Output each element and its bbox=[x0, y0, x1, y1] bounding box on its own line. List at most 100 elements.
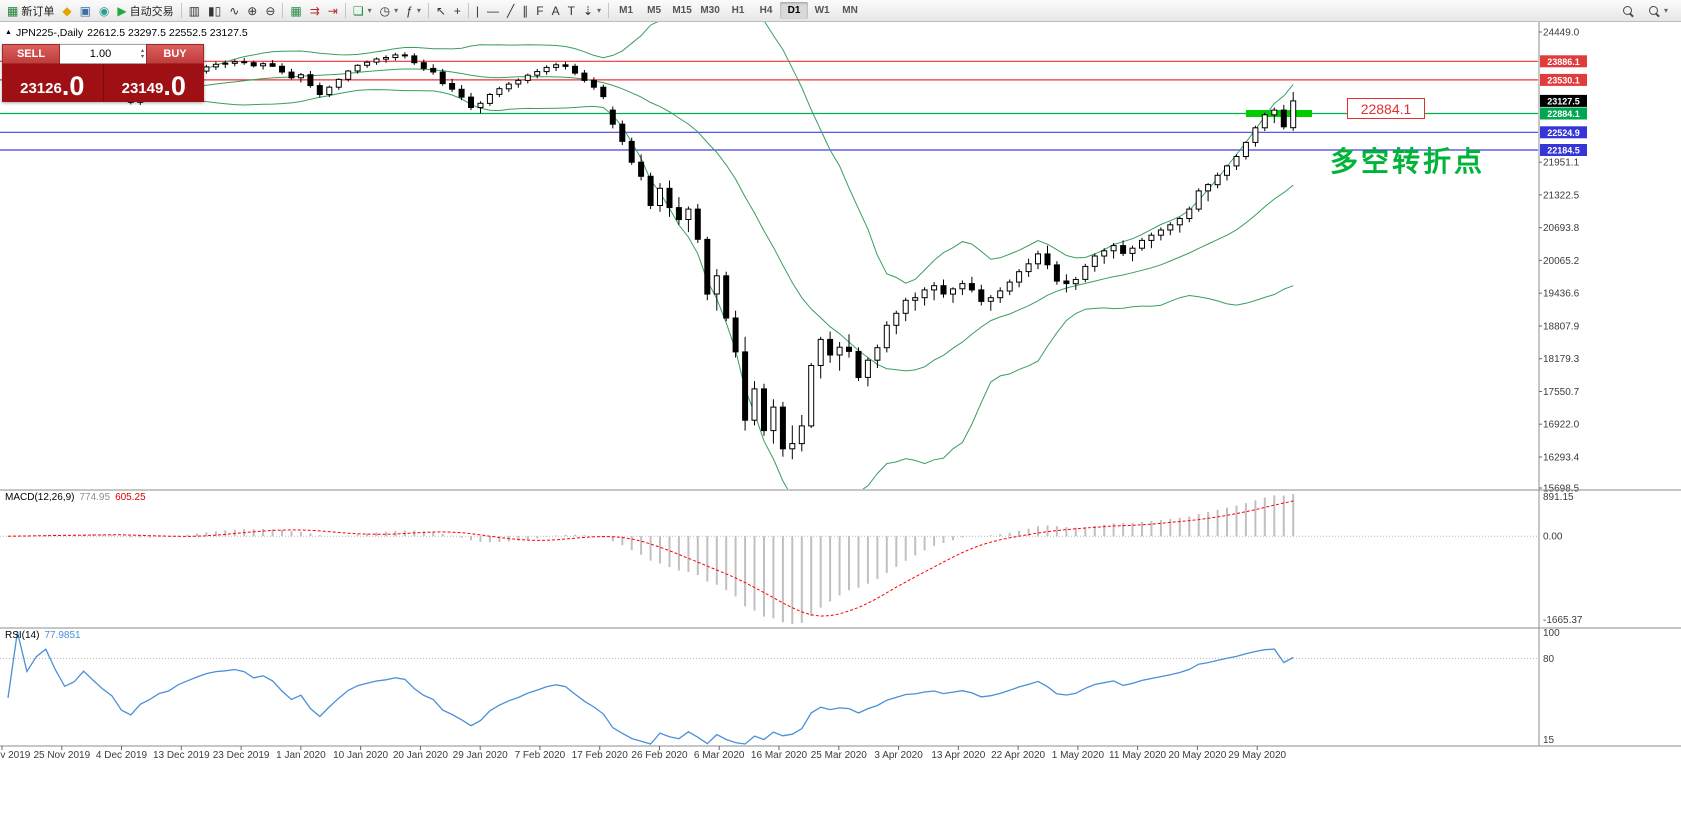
chart-symbol-period: JPN225-,Daily bbox=[16, 27, 84, 39]
svg-text:26 Feb 2020: 26 Feb 2020 bbox=[631, 750, 688, 761]
one-click-panel-toggle-icon[interactable]: ▲ bbox=[5, 29, 12, 36]
channel-icon: ∥ bbox=[522, 3, 529, 18]
rsi-name: RSI(14) bbox=[5, 630, 40, 641]
data-window-button[interactable]: ▣ bbox=[76, 2, 95, 20]
zoom-in-button[interactable]: ⊕ bbox=[243, 2, 261, 20]
horizontal-lines[interactable] bbox=[0, 60, 1538, 151]
timeframe-m5-button[interactable]: M5 bbox=[647, 5, 662, 16]
line-chart-button[interactable]: ∿ bbox=[225, 2, 243, 20]
buy-button[interactable]: BUY bbox=[146, 44, 204, 64]
new-order-button[interactable]: ▦ 新订单 bbox=[3, 2, 58, 20]
svg-text:6 Mar 2020: 6 Mar 2020 bbox=[694, 750, 745, 761]
symbols-button[interactable]: ◆ bbox=[58, 2, 75, 20]
arrows-icon: ⇣ bbox=[582, 3, 594, 18]
horizontal-line-button[interactable]: — bbox=[483, 2, 503, 20]
profiles-button[interactable]: ◷ ▾ bbox=[376, 2, 403, 20]
text-icon: A bbox=[551, 3, 560, 18]
volume-input[interactable] bbox=[60, 48, 141, 60]
svg-text:18179.3: 18179.3 bbox=[1543, 354, 1580, 365]
zoom-out-button[interactable]: ⊖ bbox=[261, 2, 279, 20]
svg-text:16922.0: 16922.0 bbox=[1543, 420, 1580, 431]
timeframe-h1-button[interactable]: H1 bbox=[731, 5, 745, 16]
sell-price[interactable]: 23126.0 bbox=[2, 64, 103, 102]
chart-title: JPN225-,Daily 22612.5 23297.5 22552.5 231… bbox=[16, 27, 252, 39]
indicators-icon: ƒ bbox=[406, 3, 413, 18]
text-label-icon: T bbox=[567, 3, 575, 18]
text-button[interactable]: A bbox=[548, 2, 564, 20]
toolbar-separator bbox=[427, 3, 429, 18]
symbol-search-button[interactable]: ▾ bbox=[1644, 2, 1672, 20]
sounds-button[interactable]: ◉ bbox=[95, 2, 113, 20]
svg-text:4 Dec 2019: 4 Dec 2019 bbox=[96, 750, 148, 761]
spinner-down-icon[interactable]: ▾ bbox=[140, 54, 144, 60]
svg-text:23 Dec 2019: 23 Dec 2019 bbox=[213, 750, 270, 761]
vertical-line-button[interactable]: | bbox=[472, 2, 483, 20]
svg-text:100: 100 bbox=[1543, 628, 1560, 639]
timeframe-d1-button[interactable]: D1 bbox=[780, 2, 809, 19]
svg-text:23127.5: 23127.5 bbox=[1547, 96, 1580, 106]
svg-text:17550.7: 17550.7 bbox=[1543, 387, 1580, 398]
svg-text:1 Jan 2020: 1 Jan 2020 bbox=[276, 750, 326, 761]
svg-text:29 May 2020: 29 May 2020 bbox=[1228, 750, 1286, 761]
svg-text:891.15: 891.15 bbox=[1543, 492, 1574, 503]
grid-button[interactable]: ▦ bbox=[286, 2, 305, 20]
svg-text:29 Jan 2020: 29 Jan 2020 bbox=[453, 750, 508, 761]
spinner-up-icon[interactable]: ▴ bbox=[140, 48, 144, 54]
text-label-button[interactable]: T bbox=[564, 2, 579, 20]
timeframe-m30-button[interactable]: M30 bbox=[700, 5, 720, 16]
new-order-button-label: 新订单 bbox=[21, 5, 55, 18]
search-icon bbox=[1622, 5, 1634, 18]
channel-button[interactable]: ∥ bbox=[518, 2, 532, 20]
zoom-in-icon: ⊕ bbox=[247, 3, 258, 18]
sell-button[interactable]: SELL bbox=[2, 44, 60, 64]
svg-text:16293.4: 16293.4 bbox=[1543, 453, 1580, 464]
chart-shift-button[interactable]: ⇥ bbox=[324, 2, 342, 20]
timeframe-mn-button[interactable]: MN bbox=[842, 5, 858, 16]
toolbar-right-icons: ▾ bbox=[1618, 2, 1678, 20]
timeframe-h4-button[interactable]: H4 bbox=[759, 5, 773, 16]
crosshair-button[interactable]: + bbox=[450, 2, 465, 20]
crosshair-icon: + bbox=[453, 3, 461, 18]
toolbar-separator bbox=[344, 3, 346, 18]
svg-text:23886.1: 23886.1 bbox=[1547, 57, 1580, 67]
bar-chart-button[interactable]: ▥ bbox=[185, 2, 204, 20]
price-callout[interactable]: 22884.1 bbox=[1347, 98, 1425, 119]
one-click-prices: 23126.0 23149.0 bbox=[2, 64, 204, 102]
buy-price[interactable]: 23149.0 bbox=[104, 64, 205, 102]
cursor-button[interactable]: ↖ bbox=[432, 2, 450, 20]
autotrading-button[interactable]: ▶ 自动交易 bbox=[113, 2, 177, 20]
chevron-down-icon: ▾ bbox=[597, 6, 602, 15]
svg-text:21322.5: 21322.5 bbox=[1543, 190, 1580, 201]
macd-signal-value: 605.25 bbox=[115, 492, 146, 503]
trendline-icon: ╱ bbox=[507, 3, 515, 18]
timeframe-m1-button[interactable]: M1 bbox=[619, 5, 634, 16]
fibonacci-icon: F bbox=[536, 3, 544, 18]
chart-canvas: 24449.0 21951.1 21322.5 20693.8 20065.2 19436… bbox=[0, 22, 1681, 766]
arrows-button[interactable]: ⇣ ▾ bbox=[579, 2, 605, 20]
svg-text:16 Mar 2020: 16 Mar 2020 bbox=[751, 750, 808, 761]
toolbar-separator bbox=[608, 3, 610, 18]
timeframe-m15-button[interactable]: M15 bbox=[672, 5, 692, 16]
new-chart-button[interactable]: ❏ ▾ bbox=[349, 2, 376, 20]
trendline-button[interactable]: ╱ bbox=[503, 2, 518, 20]
search-icon bbox=[1648, 5, 1660, 18]
chevron-down-icon: ▾ bbox=[394, 6, 399, 15]
search-button[interactable] bbox=[1618, 2, 1638, 20]
buy-price-main: 23149 bbox=[121, 80, 164, 97]
timeframe-w1-button[interactable]: W1 bbox=[814, 5, 830, 16]
svg-text:22 Apr 2020: 22 Apr 2020 bbox=[991, 750, 1045, 761]
chevron-down-icon: ▾ bbox=[416, 6, 421, 15]
auto-scroll-button[interactable]: ⇉ bbox=[306, 2, 324, 20]
fibonacci-button[interactable]: F bbox=[532, 2, 547, 20]
candles bbox=[5, 52, 1297, 460]
volume-spinner[interactable]: ▴ ▾ bbox=[141, 48, 146, 60]
rsi-panel: 100 80 15 bbox=[0, 628, 1560, 746]
chevron-down-icon: ▾ bbox=[1663, 6, 1668, 15]
annotation-text[interactable]: 多空转折点 bbox=[1330, 146, 1486, 177]
indicators-button[interactable]: ƒ ▾ bbox=[402, 2, 425, 20]
autotrading-button-label: 自动交易 bbox=[129, 5, 174, 18]
svg-text:13 Apr 2020: 13 Apr 2020 bbox=[931, 750, 985, 761]
svg-text:15698.5: 15698.5 bbox=[1543, 484, 1580, 495]
svg-text:80: 80 bbox=[1543, 654, 1555, 665]
candlestick-chart-button[interactable]: ▮▯ bbox=[204, 2, 225, 20]
